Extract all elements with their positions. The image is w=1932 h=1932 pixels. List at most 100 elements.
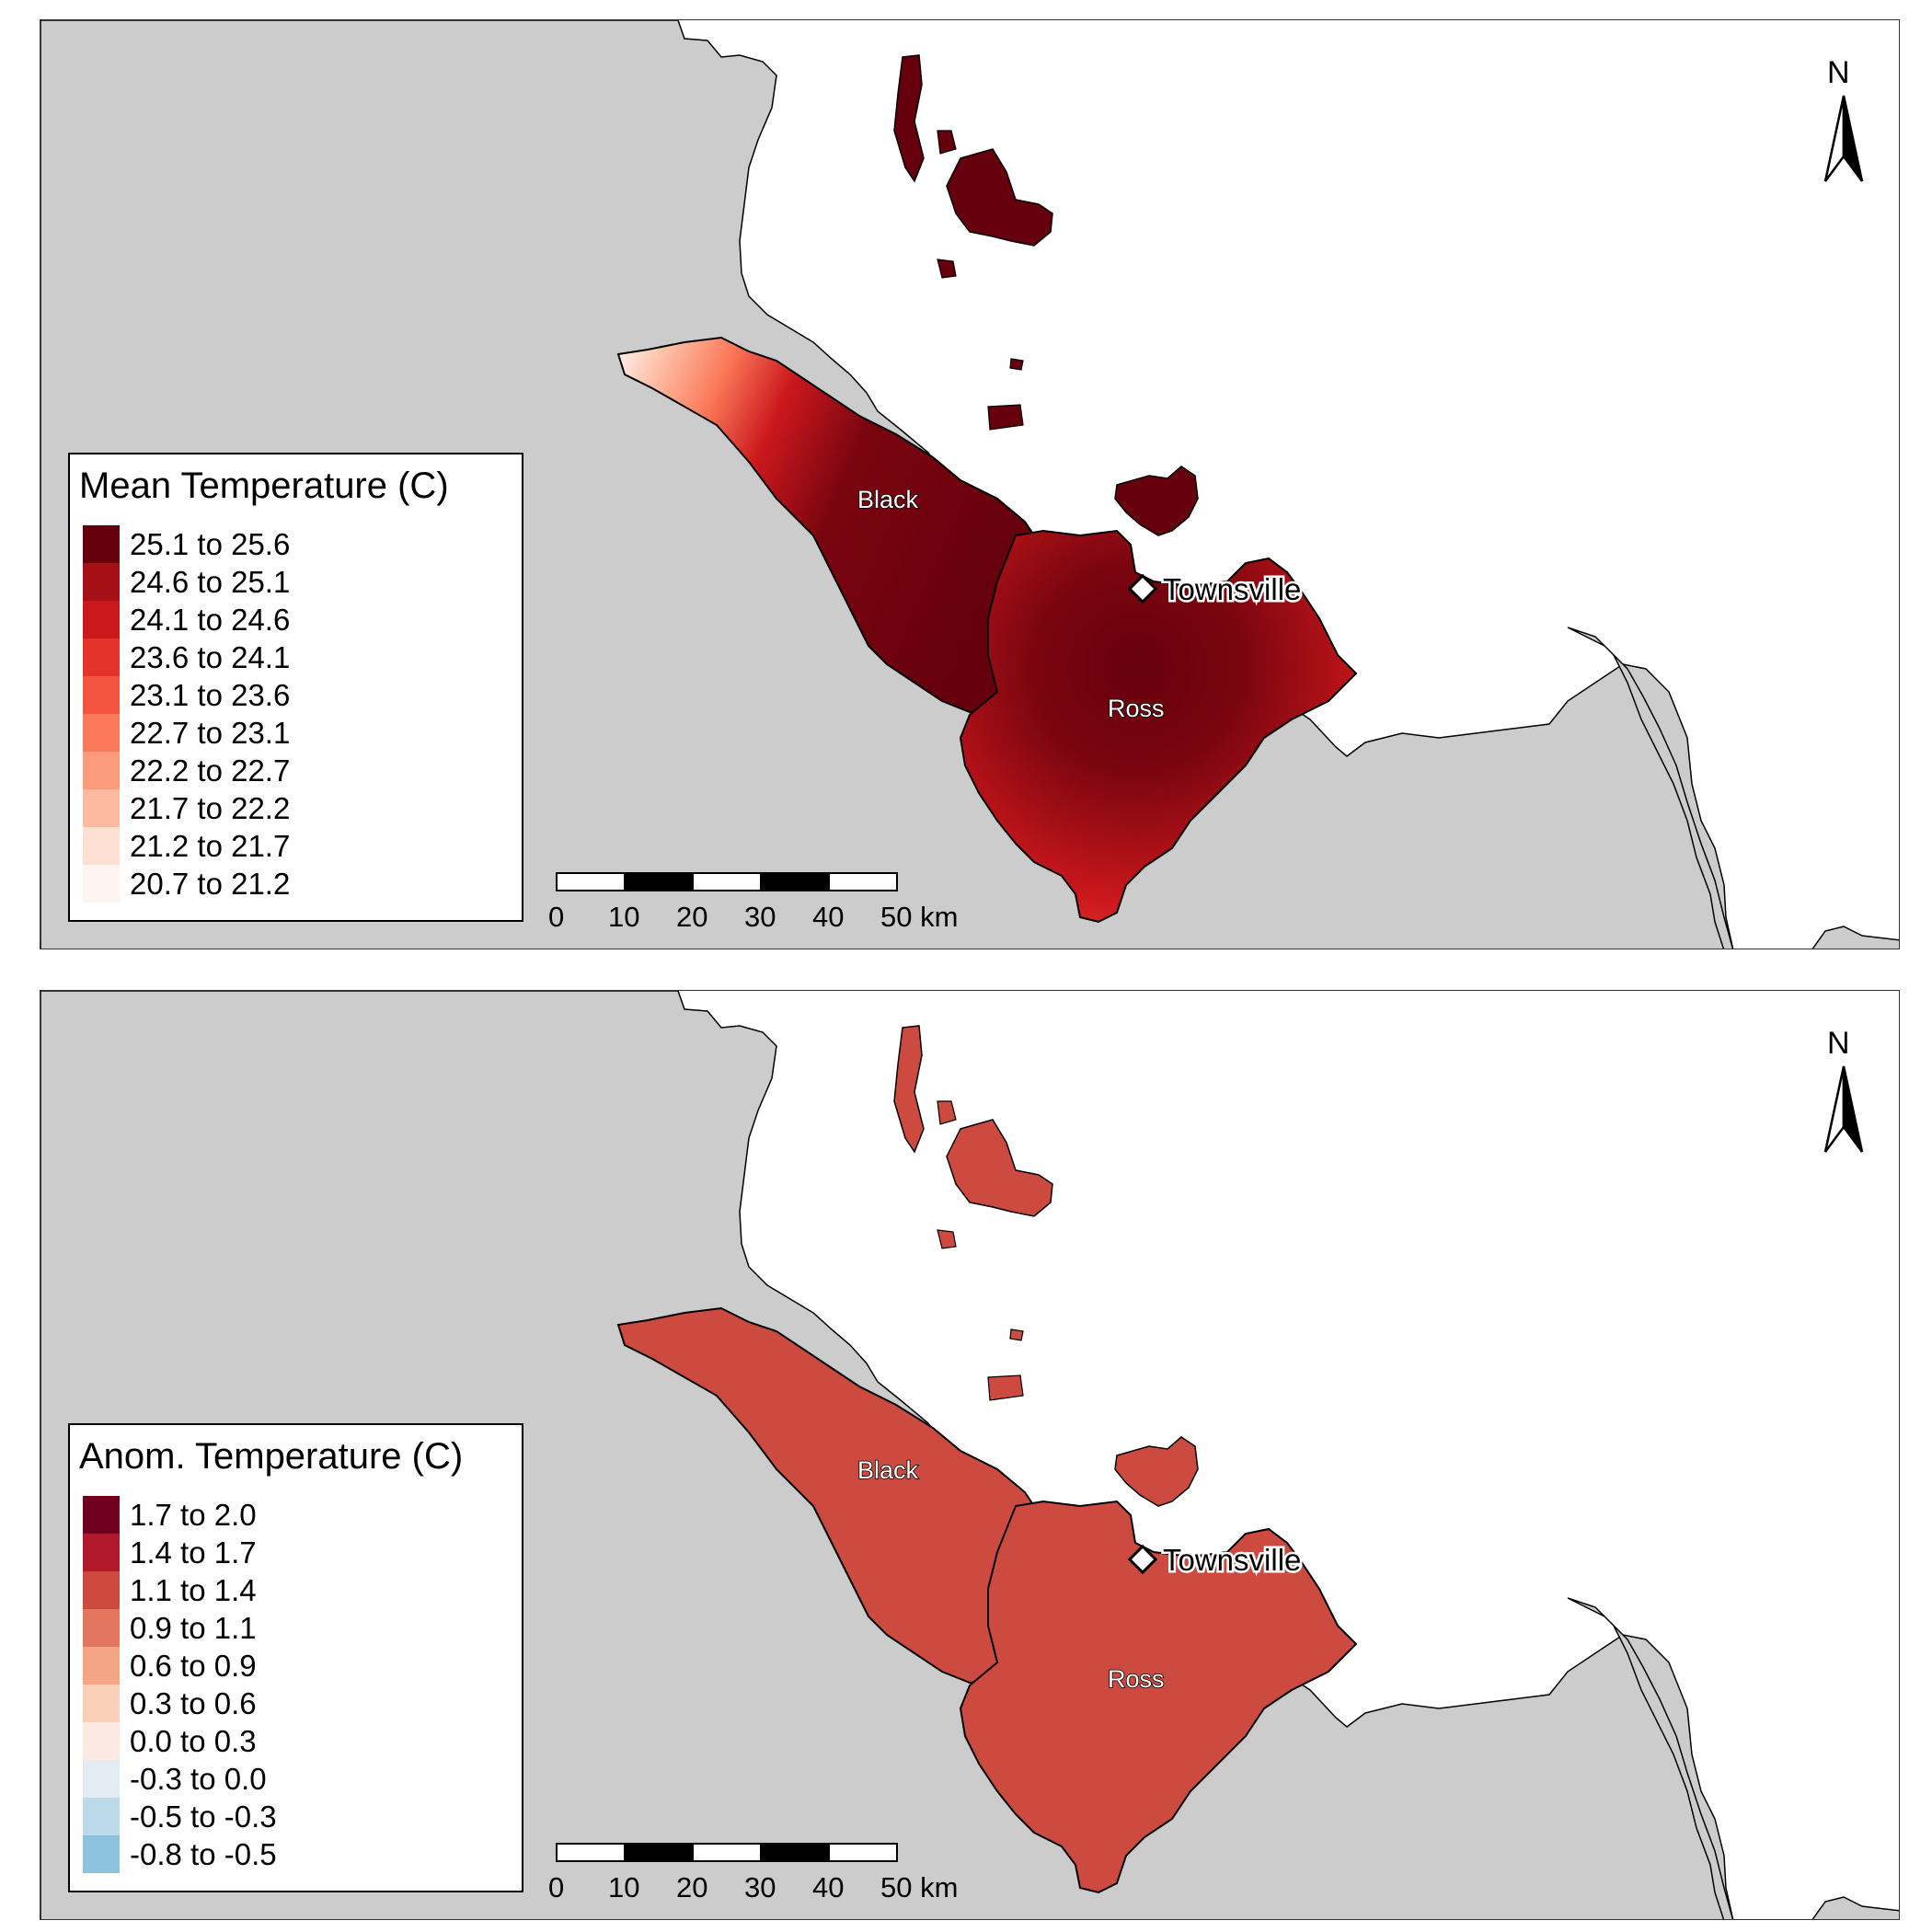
scale-tick-50: 50 km (880, 901, 958, 933)
legend-title: Anom. Temperature (C) (79, 1436, 464, 1477)
legend-swatch (83, 601, 120, 638)
basin-label-black: Black (857, 486, 919, 513)
legend-swatch (83, 1534, 120, 1571)
mean-temperature-map-panel: Townsville Black Ross N 0 10 20 30 40 50… (40, 19, 1900, 949)
legend-label: 0.6 to 0.9 (130, 1648, 257, 1683)
scale-tick-10: 10 (608, 901, 639, 933)
legend-label: 1.7 to 2.0 (130, 1497, 257, 1532)
scale-tick-10: 10 (608, 1871, 639, 1903)
legend-swatch (83, 1685, 120, 1722)
legend-item: 23.6 to 24.1 (83, 638, 290, 676)
ross-basin (959, 529, 1358, 924)
legend-item: 1.4 to 1.7 (83, 1534, 257, 1571)
legend-label: 21.7 to 22.2 (130, 790, 291, 825)
legend-item: 21.2 to 21.7 (83, 827, 290, 865)
legend-label: 25.1 to 25.6 (130, 526, 291, 561)
legend-swatch (83, 563, 120, 601)
small-island-2 (937, 1229, 957, 1249)
legend-swatch (83, 638, 120, 676)
legend-label: 23.6 to 24.1 (130, 639, 291, 674)
north-arrow-icon: N (1823, 55, 1864, 182)
legend-item: 25.1 to 25.6 (83, 525, 290, 563)
small-island-3 (1009, 1328, 1024, 1341)
palm-islands (946, 148, 1053, 247)
scale-tick-30: 30 (744, 901, 776, 933)
legend-label: 20.7 to 21.2 (130, 866, 291, 901)
scale-tick-30: 30 (744, 1871, 776, 1903)
north-label: N (1827, 55, 1850, 90)
legend-item: 0.3 to 0.6 (83, 1685, 257, 1722)
legend-swatch (83, 789, 120, 827)
anomaly-temperature-legend: Anom. Temperature (C) 1.7 to 2.0 1.4 to 1… (68, 1423, 523, 1892)
legend-label: -0.8 to -0.5 (130, 1836, 277, 1871)
legend-label: 23.1 to 23.6 (130, 677, 291, 712)
legend-label: 21.2 to 21.7 (130, 828, 291, 863)
scale-tick-20: 20 (676, 1871, 707, 1903)
legend-label: 1.4 to 1.7 (130, 1535, 257, 1570)
land-east (1567, 627, 1899, 949)
small-island-2 (937, 259, 957, 279)
small-island-4 (987, 404, 1024, 431)
small-island-1 (937, 1100, 957, 1125)
legend-label: 0.9 to 1.1 (130, 1610, 257, 1645)
land-east (1567, 1597, 1899, 1919)
legend-item: -0.3 to 0.0 (83, 1760, 267, 1798)
scale-tick-0: 0 (548, 1871, 564, 1903)
legend-label: -0.3 to 0.0 (130, 1761, 267, 1796)
basin-label-black: Black (857, 1456, 919, 1484)
legend-swatch (83, 525, 120, 563)
legend-label: 24.6 to 25.1 (130, 564, 291, 599)
legend-item: 24.1 to 24.6 (83, 601, 290, 638)
scale-tick-40: 40 (812, 1871, 844, 1903)
legend-item: 24.6 to 25.1 (83, 563, 290, 601)
scale-tick-20: 20 (676, 901, 707, 933)
mean-temperature-legend: Mean Temperature (C) 25.1 to 25.6 24.6 to… (68, 453, 523, 922)
small-island-4 (987, 1374, 1024, 1401)
legend-swatch (83, 676, 120, 714)
legend-item: 1.7 to 2.0 (83, 1496, 257, 1534)
legend-swatch (83, 1798, 120, 1835)
small-island-3 (1009, 358, 1024, 371)
legend-title: Mean Temperature (C) (79, 466, 449, 506)
legend-swatch (83, 1722, 120, 1760)
legend-label: -0.5 to -0.3 (130, 1799, 277, 1834)
magnetic-island (1114, 1436, 1199, 1507)
legend-swatch (83, 1760, 120, 1798)
legend-swatch (83, 1647, 120, 1685)
townsville-marker (1127, 573, 1158, 604)
legend-swatch (83, 714, 120, 752)
palm-islands-chain (893, 54, 925, 183)
legend-item: 0.0 to 0.3 (83, 1722, 257, 1760)
legend-item: 22.7 to 23.1 (83, 714, 290, 752)
legend-label: 24.1 to 24.6 (130, 602, 291, 637)
palm-islands-chain (893, 1025, 925, 1154)
legend-swatch (83, 752, 120, 789)
scale-bar: 0 10 20 30 40 50 km (548, 872, 958, 933)
legend-swatch (83, 865, 120, 903)
townsville-marker (1127, 1544, 1158, 1575)
ross-basin (959, 1500, 1358, 1894)
legend-label: 0.3 to 0.6 (130, 1685, 257, 1720)
anomaly-temperature-map-panel: Townsville Black Ross N 0 10 20 30 40 50… (40, 990, 1900, 1920)
legend-label: 1.1 to 1.4 (130, 1572, 257, 1607)
palm-islands (946, 1119, 1053, 1217)
legend-swatch (83, 1571, 120, 1609)
legend-swatch (83, 827, 120, 865)
basin-label-ross: Ross (1108, 695, 1165, 722)
legend-item: -0.5 to -0.3 (83, 1798, 277, 1835)
small-island-1 (937, 130, 957, 155)
north-arrow-icon: N (1823, 1026, 1864, 1153)
legend-item: 22.2 to 22.7 (83, 752, 290, 789)
legend-item: -0.8 to -0.5 (83, 1835, 277, 1873)
basin-label-ross: Ross (1108, 1665, 1165, 1693)
legend-item: 0.6 to 0.9 (83, 1647, 257, 1685)
legend-label: 0.0 to 0.3 (130, 1723, 257, 1758)
legend-item: 20.7 to 21.2 (83, 865, 290, 903)
city-label: Townsville (1163, 572, 1301, 606)
legend-item: 23.1 to 23.6 (83, 676, 290, 714)
legend-label: 22.2 to 22.7 (130, 753, 291, 788)
scale-bar: 0 10 20 30 40 50 km (548, 1843, 958, 1903)
legend-item: 1.1 to 1.4 (83, 1571, 257, 1609)
scale-tick-50: 50 km (880, 1871, 958, 1903)
legend-label: 22.7 to 23.1 (130, 715, 291, 750)
